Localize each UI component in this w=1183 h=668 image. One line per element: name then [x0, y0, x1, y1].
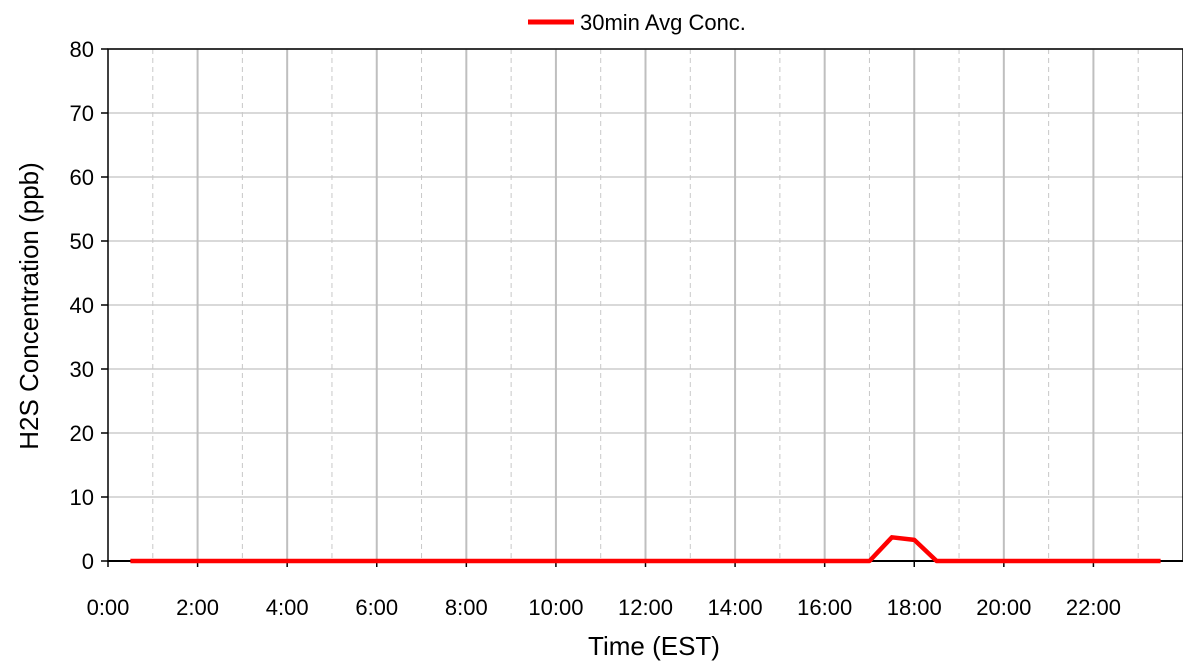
x-tick-label: 0:00: [87, 595, 130, 620]
x-tick-label: 20:00: [976, 595, 1031, 620]
x-tick-label: 4:00: [266, 595, 309, 620]
grid: [108, 48, 1183, 561]
x-tick-label: 8:00: [445, 595, 488, 620]
tick-labels: 0 10 20 30 40 50 60 70 80 0:00 2:00 4:00 6:00 8:00 10:…: [70, 37, 1121, 620]
y-tick-label: 30: [70, 357, 94, 382]
axes: [101, 48, 1183, 567]
y-tick-label: 10: [70, 485, 94, 510]
y-tick-label: 20: [70, 421, 94, 446]
y-tick-label: 80: [70, 37, 94, 62]
y-tick-label: 0: [82, 549, 94, 574]
series-line: [130, 535, 1161, 564]
y-tick-label: 50: [70, 229, 94, 254]
y-tick-label: 60: [70, 165, 94, 190]
x-axis-label: Time (EST): [588, 631, 720, 661]
x-tick-label: 18:00: [887, 595, 942, 620]
legend-label: 30min Avg Conc.: [580, 10, 746, 35]
x-tick-label: 16:00: [797, 595, 852, 620]
legend: 30min Avg Conc.: [528, 10, 746, 35]
y-tick-label: 40: [70, 293, 94, 318]
x-tick-label: 22:00: [1066, 595, 1121, 620]
y-tick-label: 70: [70, 101, 94, 126]
x-tick-label: 12:00: [618, 595, 673, 620]
series-layer: [130, 535, 1161, 564]
x-tick-label: 10:00: [528, 595, 583, 620]
x-tick-label: 2:00: [176, 595, 219, 620]
x-tick-label: 14:00: [708, 595, 763, 620]
y-axis-label: H2S Concentration (ppb): [14, 162, 44, 450]
x-tick-label: 6:00: [355, 595, 398, 620]
